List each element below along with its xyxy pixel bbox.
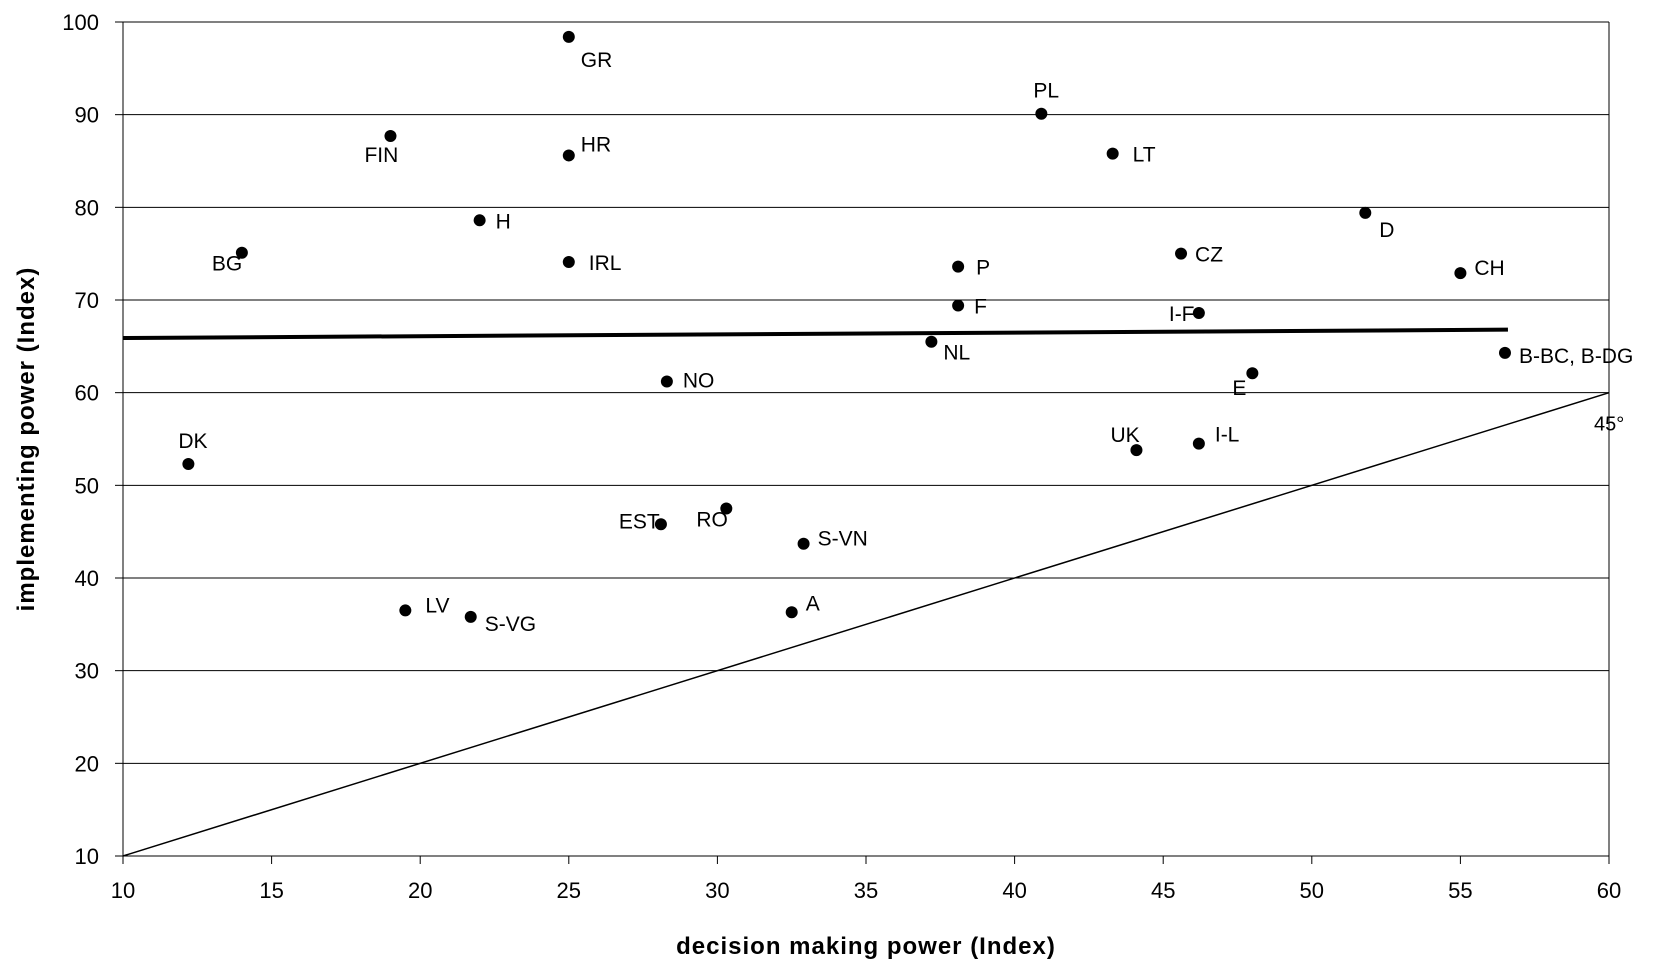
data-point — [654, 518, 667, 531]
point-label: NL — [943, 342, 970, 365]
x-tick-label: 10 — [111, 878, 135, 903]
point-label: D — [1379, 219, 1394, 242]
trend-line — [122, 327, 1508, 340]
lines — [122, 327, 1610, 857]
y-tick-label: 60 — [75, 381, 99, 406]
point-label: BG — [212, 253, 242, 276]
axes — [115, 21, 1610, 864]
point-label: A — [806, 592, 820, 615]
x-tick-label: 35 — [854, 878, 878, 903]
point-label: S-VG — [485, 613, 536, 636]
x-tick-label: 55 — [1448, 878, 1472, 903]
x-tick-label: 20 — [408, 878, 432, 903]
data-point — [1498, 346, 1511, 359]
data-point — [1246, 367, 1259, 380]
x-tick-label: 40 — [1002, 878, 1026, 903]
point-label: I-F — [1169, 303, 1195, 326]
point-label: HR — [581, 133, 611, 156]
data-point — [464, 610, 477, 623]
x-tick-label: 50 — [1300, 878, 1324, 903]
data-point — [1035, 107, 1048, 120]
data-point — [785, 606, 798, 619]
data-point — [473, 214, 486, 227]
y-tick-label: 90 — [75, 103, 99, 128]
point-label: S-VN — [818, 528, 868, 551]
point-label: H — [496, 210, 511, 233]
data-point — [720, 502, 733, 515]
reference-line-45 — [122, 391, 1610, 857]
data-point — [182, 458, 195, 471]
y-tick-label: 20 — [75, 751, 99, 776]
data-point — [562, 149, 575, 162]
y-tick-label: 40 — [75, 566, 99, 591]
point-label: LT — [1133, 144, 1156, 167]
y-tick-label: 100 — [62, 10, 99, 35]
y-axis-title: implementing power (Index) — [13, 267, 40, 612]
point-label: LV — [425, 594, 449, 617]
data-point — [952, 260, 965, 273]
y-tick-label: 30 — [75, 659, 99, 684]
data-point — [1192, 437, 1205, 450]
data-point — [562, 30, 575, 43]
point-label: UK — [1110, 424, 1139, 447]
x-tick-label: 25 — [557, 878, 581, 903]
data-point — [925, 335, 938, 348]
data-points — [182, 30, 1511, 623]
data-point — [384, 129, 397, 142]
point-label: PL — [1033, 80, 1059, 103]
tick-labels: 10 20 30 40 50 60 70 80 90 100 10 15 20 25 30 35 40 45 50 5… — [62, 10, 1621, 903]
point-label: F — [974, 296, 987, 319]
point-label: E — [1232, 377, 1246, 400]
y-tick-label: 80 — [75, 195, 99, 220]
y-tick-label: 10 — [75, 844, 99, 869]
data-point — [562, 256, 575, 269]
x-tick-label: 30 — [705, 878, 729, 903]
point-label: B-BC, B-DG — [1519, 345, 1633, 368]
reference-line-label: 45° — [1594, 414, 1624, 436]
data-point — [797, 537, 810, 550]
y-tick-label: 70 — [75, 288, 99, 313]
point-label: NO — [683, 370, 715, 393]
point-label: GR — [581, 49, 613, 72]
point-label: IRL — [589, 252, 622, 275]
x-tick-label: 15 — [259, 878, 283, 903]
data-point — [952, 299, 965, 312]
point-label: EST — [619, 510, 660, 533]
data-point — [660, 375, 673, 388]
data-point — [1192, 306, 1205, 319]
point-label: CH — [1474, 257, 1504, 280]
data-point — [1454, 267, 1467, 280]
data-point — [1106, 147, 1119, 160]
data-point — [1359, 206, 1372, 219]
data-point — [235, 246, 248, 259]
y-tick-label: 50 — [75, 473, 99, 498]
x-tick-label: 45 — [1151, 878, 1175, 903]
point-label: RO — [696, 509, 728, 532]
gridlines — [123, 21, 1609, 764]
point-label: I-L — [1215, 424, 1240, 447]
point-labels: GR PL FIN HR LT D H BG CZ IRL P CH F I-F NL B-BC, B-DG E… — [178, 49, 1633, 636]
data-point — [1130, 444, 1143, 457]
x-axis-title: decision making power (Index) — [676, 933, 1056, 960]
point-label: P — [976, 257, 990, 280]
point-label: CZ — [1195, 244, 1223, 267]
data-point — [1175, 247, 1188, 260]
data-point — [399, 604, 412, 617]
x-tick-label: 60 — [1597, 878, 1621, 903]
point-label: DK — [178, 430, 207, 453]
point-label: FIN — [364, 144, 398, 167]
